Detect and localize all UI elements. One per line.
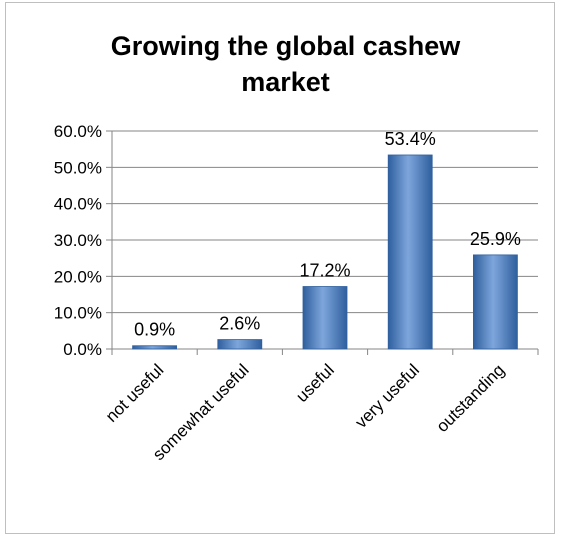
y-tick-label: 0.0%: [63, 340, 102, 359]
chart-title-line-1: Growing the global cashew: [110, 31, 461, 61]
data-label: 17.2%: [299, 261, 350, 281]
data-label: 53.4%: [385, 129, 436, 149]
data-labels: 0.9% 2.6% 17.2% 53.4% 25.9%: [134, 129, 521, 340]
data-label: 0.9%: [134, 320, 175, 340]
gridlines: [112, 130, 538, 314]
x-tick-label: outstanding: [433, 360, 509, 436]
y-tick-label: 30.0%: [54, 231, 102, 250]
x-tick-label: useful: [292, 360, 338, 406]
y-tick-label: 10.0%: [54, 304, 102, 323]
chart-title: Growing the global cashew market: [0, 28, 561, 100]
y-tick-label: 40.0%: [54, 195, 102, 214]
data-label: 2.6%: [219, 314, 260, 334]
bar: [132, 345, 178, 350]
bar: [217, 339, 263, 350]
chart-title-line-2: market: [241, 67, 330, 97]
bar: [387, 154, 433, 350]
x-tick-label: not useful: [102, 360, 168, 426]
data-label: 25.9%: [470, 229, 521, 249]
bars: [132, 154, 518, 350]
y-tick-label: 20.0%: [54, 267, 102, 286]
x-tick-label: very useful: [351, 360, 423, 432]
chart-frame: [5, 2, 555, 534]
y-tick-label: 50.0%: [54, 158, 102, 177]
y-tick-label: 60.0%: [54, 122, 102, 141]
bar: [302, 286, 348, 350]
bar: [472, 254, 518, 350]
y-tick-labels: 0.0% 10.0% 20.0% 30.0% 40.0% 50.0% 60.0%: [54, 122, 102, 359]
